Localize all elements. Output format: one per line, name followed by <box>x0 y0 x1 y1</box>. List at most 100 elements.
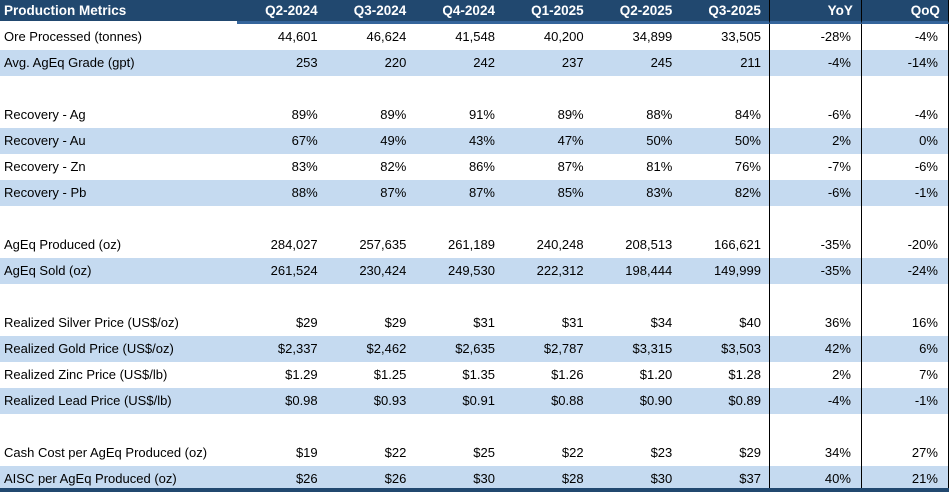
metric-value-cell[interactable]: 237 <box>502 50 592 76</box>
row-label[interactable]: AgEq Sold (oz) <box>0 258 237 284</box>
metric-value-cell[interactable]: $2,462 <box>325 336 415 362</box>
metric-value-cell[interactable]: 88% <box>646 107 673 122</box>
metric-value-cell[interactable]: 91% <box>468 107 495 122</box>
qoq-value-cell[interactable]: -4% <box>860 102 949 128</box>
row-label[interactable]: Recovery - Ag <box>4 107 86 122</box>
metric-value-cell[interactable]: $29 <box>295 315 318 330</box>
metric-value-cell[interactable]: $23 <box>650 445 673 460</box>
metric-value-cell[interactable]: 211 <box>680 50 769 76</box>
column-header-q2-2025[interactable]: Q2-2025 <box>591 0 681 24</box>
metric-value-cell[interactable]: $31 <box>561 315 584 330</box>
empty-cell[interactable] <box>592 76 681 102</box>
metric-value-cell[interactable]: 257,635 <box>359 237 407 252</box>
yoy-value-cell[interactable]: -4% <box>768 388 861 414</box>
metric-value-cell[interactable]: 47% <box>502 128 592 154</box>
metric-value-cell[interactable]: $2,635 <box>414 336 503 362</box>
column-header-yoy[interactable]: YoY <box>768 0 861 24</box>
yoy-value-cell[interactable]: -35% <box>768 258 861 284</box>
metric-value-cell[interactable]: $0.90 <box>591 388 681 414</box>
metric-value-cell[interactable]: 49% <box>325 128 415 154</box>
metric-value-cell[interactable]: $29 <box>384 315 407 330</box>
empty-cell[interactable] <box>503 76 592 102</box>
metric-value-cell[interactable]: $3,503 <box>680 336 769 362</box>
metric-value-cell[interactable]: $19 <box>295 445 318 460</box>
empty-cell[interactable] <box>237 414 326 440</box>
empty-cell[interactable] <box>680 206 769 232</box>
metric-value-cell[interactable]: $0.93 <box>325 388 415 414</box>
yoy-value-cell[interactable]: 42% <box>768 336 861 362</box>
empty-cell[interactable] <box>414 206 503 232</box>
metric-value-cell[interactable]: 87% <box>414 180 503 206</box>
empty-cell[interactable] <box>860 284 949 310</box>
empty-cell[interactable] <box>0 284 237 310</box>
empty-cell[interactable] <box>414 76 503 102</box>
qoq-value-cell[interactable]: 7% <box>860 362 949 388</box>
row-label[interactable]: AISC per AgEq Produced (oz) <box>0 466 237 492</box>
metric-value-cell[interactable]: 33,505 <box>721 29 761 44</box>
column-header-q2-2024[interactable]: Q2-2024 <box>237 0 326 24</box>
metric-value-cell[interactable]: 84% <box>734 107 761 122</box>
metric-value-cell[interactable]: 83% <box>291 159 318 174</box>
metric-value-cell[interactable]: 240,248 <box>536 237 584 252</box>
qoq-value-cell[interactable]: 27% <box>860 440 949 466</box>
metric-value-cell[interactable]: 166,621 <box>713 237 761 252</box>
metric-value-cell[interactable]: $22 <box>384 445 407 460</box>
empty-cell[interactable] <box>503 206 592 232</box>
empty-cell[interactable] <box>860 206 949 232</box>
yoy-value-cell[interactable]: -4% <box>768 50 861 76</box>
row-label[interactable]: Realized Silver Price (US$/oz) <box>4 315 179 330</box>
metric-value-cell[interactable]: 89% <box>557 107 584 122</box>
metric-value-cell[interactable]: $26 <box>325 466 415 492</box>
metric-value-cell[interactable]: $0.89 <box>680 388 769 414</box>
metric-value-cell[interactable]: $0.98 <box>237 388 326 414</box>
empty-cell[interactable] <box>326 284 415 310</box>
row-label[interactable]: AgEq Produced (oz) <box>4 237 122 252</box>
metric-value-cell[interactable]: $31 <box>473 315 495 330</box>
row-label[interactable]: Cash Cost per AgEq Produced (oz) <box>4 445 208 460</box>
empty-cell[interactable] <box>592 414 681 440</box>
metric-value-cell[interactable]: $37 <box>680 466 769 492</box>
qoq-value-cell[interactable]: -1% <box>860 180 949 206</box>
column-header-q4-2024[interactable]: Q4-2024 <box>414 0 503 24</box>
metric-value-cell[interactable]: $1.20 <box>639 367 673 382</box>
empty-cell[interactable] <box>860 414 949 440</box>
row-label[interactable]: Recovery - Zn <box>4 159 86 174</box>
metric-value-cell[interactable]: 50% <box>591 128 681 154</box>
metric-value-cell[interactable]: $1.26 <box>551 367 584 382</box>
metric-value-cell[interactable]: 82% <box>380 159 407 174</box>
metric-value-cell[interactable]: $34 <box>650 315 673 330</box>
metric-value-cell[interactable]: $28 <box>502 466 592 492</box>
metric-value-cell[interactable]: $1.28 <box>728 367 761 382</box>
metric-value-cell[interactable]: $30 <box>414 466 503 492</box>
row-label[interactable]: Realized Gold Price (US$/oz) <box>0 336 237 362</box>
metric-value-cell[interactable]: 87% <box>325 180 415 206</box>
metric-value-cell[interactable]: $1.35 <box>462 367 495 382</box>
qoq-value-cell[interactable]: 21% <box>860 466 949 492</box>
table-title[interactable]: Production Metrics <box>0 0 237 24</box>
yoy-value-cell[interactable]: 2% <box>768 128 861 154</box>
row-label[interactable]: Avg. AgEq Grade (gpt) <box>0 50 237 76</box>
empty-cell[interactable] <box>237 76 326 102</box>
empty-cell[interactable] <box>237 284 326 310</box>
metric-value-cell[interactable]: $2,337 <box>237 336 326 362</box>
metric-value-cell[interactable]: $1.25 <box>373 367 407 382</box>
metric-value-cell[interactable]: 81% <box>646 159 673 174</box>
metric-value-cell[interactable]: 89% <box>380 107 407 122</box>
metric-value-cell[interactable]: 85% <box>502 180 592 206</box>
yoy-value-cell[interactable]: -7% <box>768 154 861 180</box>
empty-cell[interactable] <box>326 206 415 232</box>
metric-value-cell[interactable]: $40 <box>739 315 761 330</box>
metric-value-cell[interactable]: 44,601 <box>277 29 318 44</box>
empty-cell[interactable] <box>860 76 949 102</box>
empty-cell[interactable] <box>503 284 592 310</box>
empty-cell[interactable] <box>414 414 503 440</box>
metric-value-cell[interactable]: 67% <box>237 128 326 154</box>
empty-cell[interactable] <box>768 284 861 310</box>
metric-value-cell[interactable]: 208,513 <box>625 237 673 252</box>
metric-value-cell[interactable]: 245 <box>591 50 681 76</box>
metric-value-cell[interactable]: 82% <box>680 180 769 206</box>
metric-value-cell[interactable]: 220 <box>325 50 415 76</box>
empty-cell[interactable] <box>592 284 681 310</box>
metric-value-cell[interactable]: 284,027 <box>270 237 318 252</box>
metric-value-cell[interactable]: $22 <box>561 445 584 460</box>
